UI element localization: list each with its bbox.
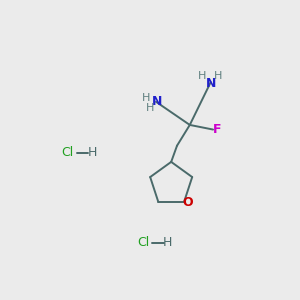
Text: H: H	[141, 93, 150, 103]
Text: N: N	[152, 95, 162, 108]
Text: F: F	[213, 123, 221, 136]
Text: H: H	[88, 146, 97, 159]
Text: O: O	[182, 196, 193, 209]
Text: N: N	[206, 77, 216, 90]
Text: Cl: Cl	[137, 236, 149, 249]
Text: H: H	[163, 236, 172, 249]
Text: H: H	[198, 71, 206, 81]
Text: Cl: Cl	[61, 146, 74, 159]
Text: H: H	[146, 103, 154, 112]
Text: H: H	[214, 71, 222, 81]
